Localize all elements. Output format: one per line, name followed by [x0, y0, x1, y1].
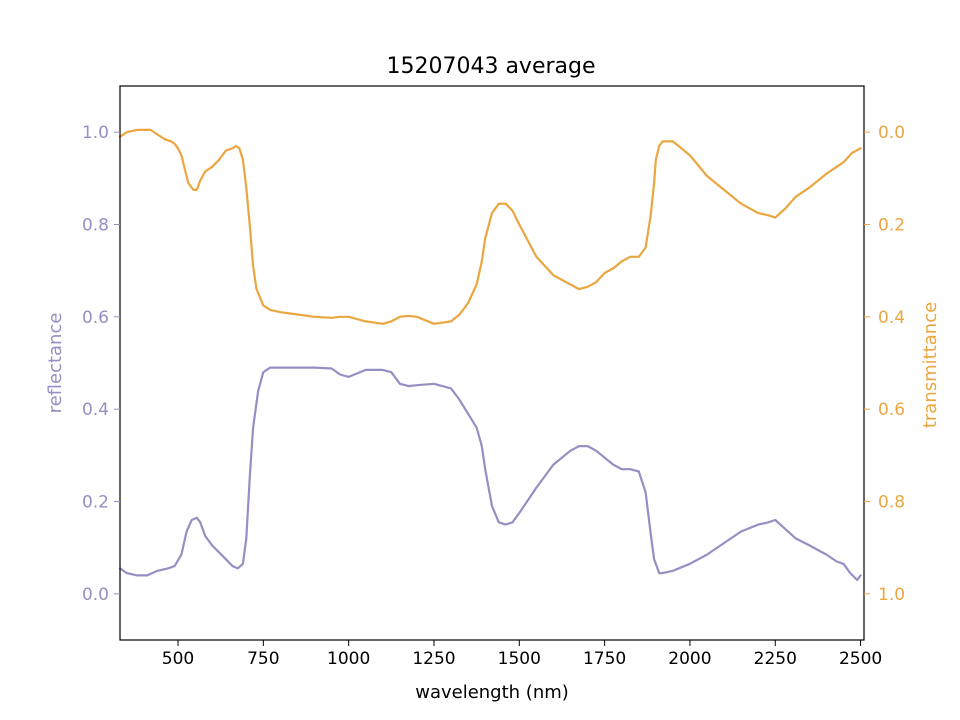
series-layer	[118, 128, 862, 582]
right-y-axis-ticks: 0.0 0.2 0.4 0.6 0.8 1.0	[864, 123, 905, 605]
left-y-tick-label: 0.8	[82, 216, 109, 236]
chart-title: 15207043 average	[386, 54, 595, 79]
right-y-tick-label: 0.2	[878, 216, 905, 236]
left-y-tick-label: 0.0	[82, 585, 109, 605]
transmittance-line	[118, 128, 862, 325]
x-axis-label: wavelength (nm)	[415, 682, 569, 703]
x-tick-label: 2000	[668, 649, 711, 669]
left-y-axis-label: reflectance	[45, 313, 66, 414]
right-y-tick-label: 0.8	[878, 493, 905, 513]
x-tick-label: 1500	[498, 649, 541, 669]
x-tick-label: 750	[247, 649, 279, 669]
right-y-tick-label: 0.6	[878, 400, 905, 420]
x-tick-label: 2500	[839, 649, 882, 669]
right-y-tick-label: 1.0	[878, 585, 905, 605]
plot-frame	[119, 85, 865, 641]
left-y-tick-label: 0.6	[82, 308, 109, 328]
x-tick-label: 2250	[754, 649, 797, 669]
x-tick-label: 500	[162, 649, 194, 669]
left-y-axis-ticks: 0.0 0.2 0.4 0.6 0.8 1.0	[82, 123, 120, 605]
right-y-tick-label: 0.0	[878, 123, 905, 143]
left-y-tick-label: 1.0	[82, 123, 109, 143]
x-tick-label: 1750	[583, 649, 626, 669]
left-y-tick-label: 0.2	[82, 493, 109, 513]
right-y-tick-label: 0.4	[878, 308, 905, 328]
right-y-axis-label: transmittance	[920, 302, 941, 428]
x-axis-ticks: 500 750 1000 1250 1500 1750 2000 2250 2500	[162, 640, 882, 669]
reflectance-line	[118, 366, 862, 582]
left-y-tick-label: 0.4	[82, 400, 109, 420]
x-tick-label: 1000	[327, 649, 370, 669]
x-tick-label: 1250	[412, 649, 455, 669]
